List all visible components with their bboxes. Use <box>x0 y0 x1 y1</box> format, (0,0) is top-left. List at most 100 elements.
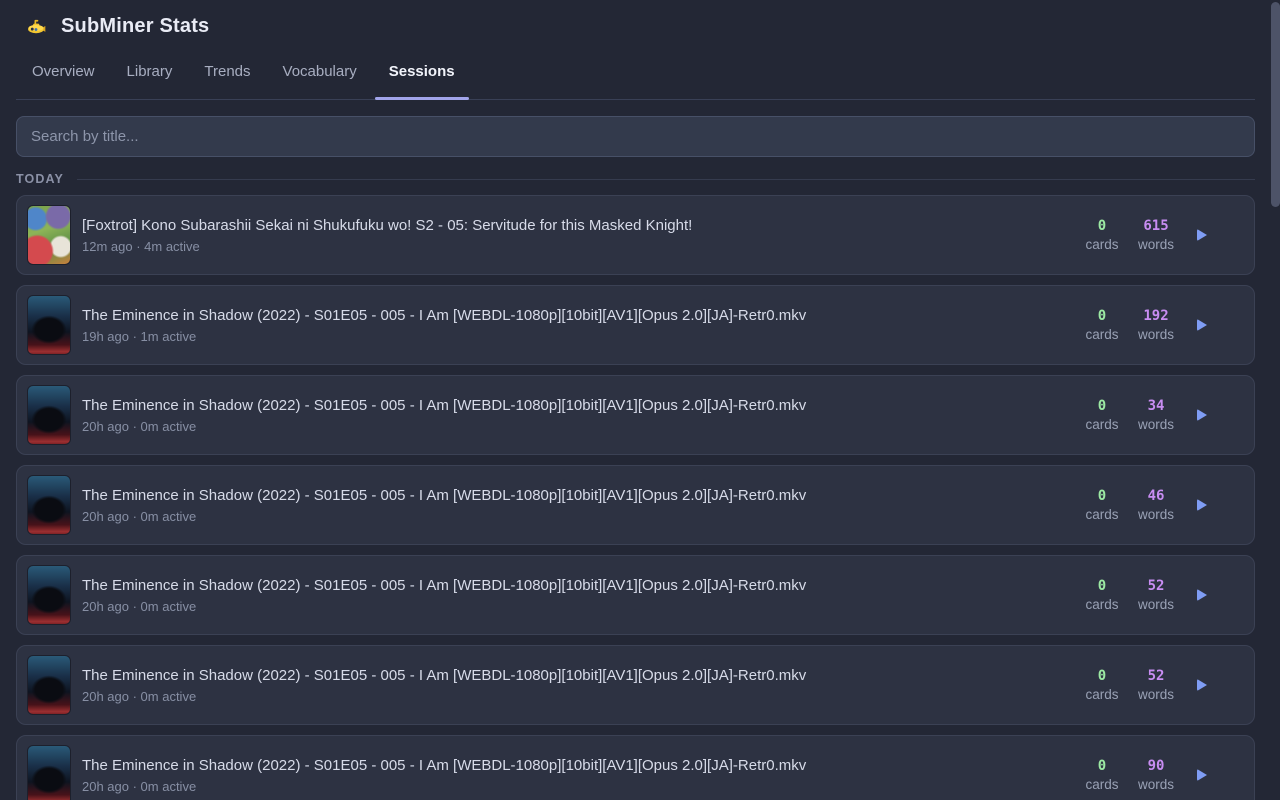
cards-stat: 0 cards <box>1082 308 1122 342</box>
words-label: words <box>1137 687 1174 702</box>
play-button[interactable] <box>1194 227 1210 243</box>
section-label: TODAY <box>16 172 65 186</box>
session-meta: 19h ago · 1m active <box>82 328 197 344</box>
cards-stat: 0 cards <box>1082 488 1122 522</box>
cards-label: cards <box>1085 687 1119 702</box>
session-stats: 0 cards 34 words <box>1082 398 1176 432</box>
cards-count: 0 <box>1097 758 1107 774</box>
session-meta: 20h ago · 0m active <box>82 598 197 614</box>
session-thumbnail <box>27 655 71 715</box>
words-label: words <box>1137 237 1174 252</box>
tab-overview[interactable]: Overview <box>18 55 109 99</box>
words-count: 52 <box>1147 668 1165 684</box>
session-list: [Foxtrot] Kono Subarashii Sekai ni Shuku… <box>16 195 1255 800</box>
session-title: The Eminence in Shadow (2022) - S01E05 -… <box>82 576 807 594</box>
cards-count: 0 <box>1097 398 1107 414</box>
play-icon <box>1197 229 1207 241</box>
session-title: The Eminence in Shadow (2022) - S01E05 -… <box>82 396 807 414</box>
session-title: The Eminence in Shadow (2022) - S01E05 -… <box>82 486 807 504</box>
cards-count: 0 <box>1097 308 1107 324</box>
session-row[interactable]: The Eminence in Shadow (2022) - S01E05 -… <box>16 645 1255 725</box>
session-stats: 0 cards 615 words <box>1082 218 1176 252</box>
cards-count: 0 <box>1097 668 1107 684</box>
session-row[interactable]: [Foxtrot] Kono Subarashii Sekai ni Shuku… <box>16 195 1255 275</box>
tab-sessions[interactable]: Sessions <box>374 55 469 100</box>
session-row[interactable]: The Eminence in Shadow (2022) - S01E05 -… <box>16 735 1255 800</box>
session-stats: 0 cards 52 words <box>1082 668 1176 702</box>
session-title: [Foxtrot] Kono Subarashii Sekai ni Shuku… <box>82 216 693 234</box>
session-meta: 20h ago · 0m active <box>82 688 197 704</box>
session-thumbnail <box>27 385 71 445</box>
search-bar <box>16 116 1255 157</box>
words-count: 90 <box>1147 758 1165 774</box>
cards-stat: 0 cards <box>1082 398 1122 432</box>
words-stat: 52 words <box>1136 668 1176 702</box>
words-stat: 46 words <box>1136 488 1176 522</box>
play-icon <box>1197 499 1207 511</box>
words-stat: 90 words <box>1136 758 1176 792</box>
words-count: 192 <box>1143 308 1169 324</box>
words-count: 34 <box>1147 398 1165 414</box>
session-stats: 0 cards 46 words <box>1082 488 1176 522</box>
session-thumbnail <box>27 745 71 800</box>
session-meta: 20h ago · 0m active <box>82 508 197 524</box>
play-button[interactable] <box>1194 677 1210 693</box>
cards-label: cards <box>1085 507 1119 522</box>
words-label: words <box>1137 417 1174 432</box>
session-thumbnail <box>27 295 71 355</box>
session-thumbnail <box>27 205 71 265</box>
session-stats: 0 cards 90 words <box>1082 758 1176 792</box>
play-icon <box>1197 679 1207 691</box>
session-title: The Eminence in Shadow (2022) - S01E05 -… <box>82 666 807 684</box>
session-meta: 20h ago · 0m active <box>82 778 197 794</box>
session-stats: 0 cards 52 words <box>1082 578 1176 612</box>
tab-bar: Overview Library Trends Vocabulary Sessi… <box>16 55 1255 100</box>
section-header-today: TODAY <box>16 172 1255 186</box>
words-count: 46 <box>1147 488 1165 504</box>
play-button[interactable] <box>1194 767 1210 783</box>
cards-stat: 0 cards <box>1082 758 1122 792</box>
session-thumbnail <box>27 475 71 535</box>
play-icon <box>1197 589 1207 601</box>
session-title: The Eminence in Shadow (2022) - S01E05 -… <box>82 306 807 324</box>
scrollbar-thumb[interactable] <box>1271 2 1280 207</box>
cards-label: cards <box>1085 327 1119 342</box>
yellow-submarine-icon <box>26 17 46 37</box>
play-button[interactable] <box>1194 407 1210 423</box>
session-meta: 12m ago · 4m active <box>82 238 200 254</box>
tab-library[interactable]: Library <box>113 55 187 99</box>
session-title: The Eminence in Shadow (2022) - S01E05 -… <box>82 756 807 774</box>
words-label: words <box>1137 507 1174 522</box>
play-button[interactable] <box>1194 587 1210 603</box>
session-meta: 20h ago · 0m active <box>82 418 197 434</box>
search-input[interactable] <box>16 116 1255 157</box>
tab-vocabulary[interactable]: Vocabulary <box>269 55 371 99</box>
cards-count: 0 <box>1097 488 1107 504</box>
words-stat: 34 words <box>1136 398 1176 432</box>
cards-stat: 0 cards <box>1082 578 1122 612</box>
words-label: words <box>1137 597 1174 612</box>
play-button[interactable] <box>1194 317 1210 333</box>
words-label: words <box>1137 777 1174 792</box>
cards-stat: 0 cards <box>1082 668 1122 702</box>
session-thumbnail <box>27 565 71 625</box>
tab-trends[interactable]: Trends <box>190 55 264 99</box>
words-label: words <box>1137 327 1174 342</box>
cards-count: 0 <box>1097 578 1107 594</box>
session-row[interactable]: The Eminence in Shadow (2022) - S01E05 -… <box>16 285 1255 365</box>
session-row[interactable]: The Eminence in Shadow (2022) - S01E05 -… <box>16 555 1255 635</box>
section-divider <box>77 178 1255 180</box>
words-stat: 52 words <box>1136 578 1176 612</box>
words-stat: 192 words <box>1136 308 1176 342</box>
cards-label: cards <box>1085 597 1119 612</box>
session-row[interactable]: The Eminence in Shadow (2022) - S01E05 -… <box>16 465 1255 545</box>
app-header: SubMiner Stats <box>16 0 1255 38</box>
play-button[interactable] <box>1194 497 1210 513</box>
cards-label: cards <box>1085 417 1119 432</box>
play-icon <box>1197 769 1207 781</box>
play-icon <box>1197 319 1207 331</box>
session-row[interactable]: The Eminence in Shadow (2022) - S01E05 -… <box>16 375 1255 455</box>
app-title: SubMiner Stats <box>61 15 210 37</box>
words-count: 52 <box>1147 578 1165 594</box>
